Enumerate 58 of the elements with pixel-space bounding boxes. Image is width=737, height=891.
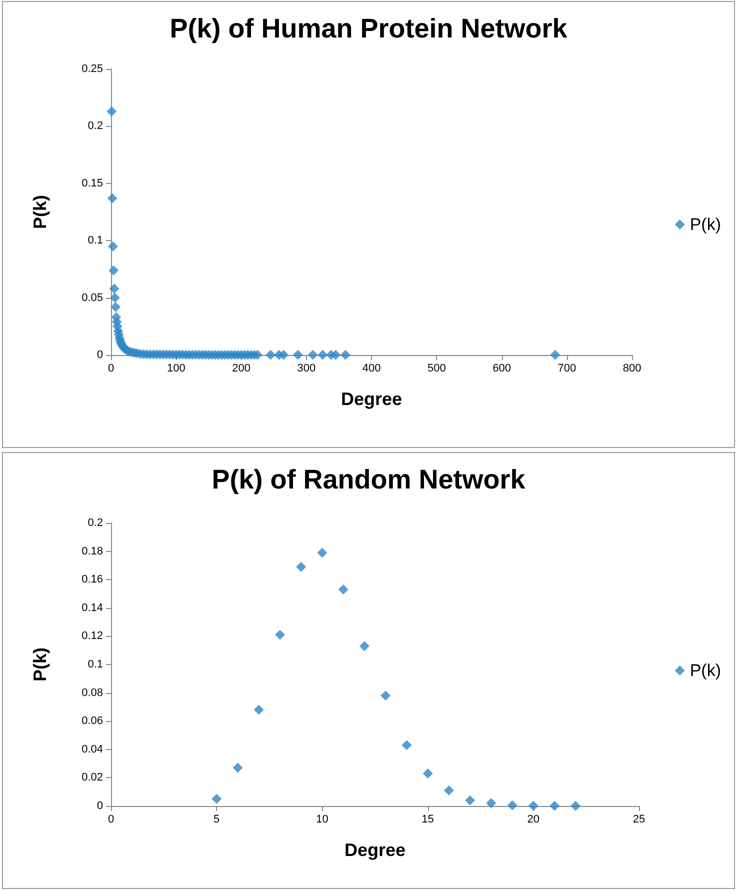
y-tick-label: 0.1 xyxy=(88,234,103,247)
y-tick-label: 0.05 xyxy=(82,292,103,304)
x-tick-label: 200 xyxy=(232,362,250,374)
x-axis-title: Degree xyxy=(344,840,406,860)
point xyxy=(338,584,348,595)
x-tick-label: 300 xyxy=(297,362,316,374)
point xyxy=(444,785,454,796)
x-axis-title: Degree xyxy=(340,389,402,409)
x-tick-label: 5 xyxy=(214,814,220,826)
y-tick-label: 0.25 xyxy=(82,63,103,75)
legend-label: P(k) xyxy=(690,215,722,234)
y-tick-label: 0.06 xyxy=(82,715,103,728)
point xyxy=(232,762,243,773)
point xyxy=(507,800,518,810)
x-tick-label: 600 xyxy=(492,362,511,374)
point xyxy=(296,562,306,572)
chart-title: P(k) of Random Network xyxy=(212,464,526,494)
point xyxy=(402,740,412,750)
y-tick-label: 0.04 xyxy=(82,743,103,756)
y-tick-label: 0.15 xyxy=(82,177,103,190)
point xyxy=(486,798,496,808)
point xyxy=(317,548,328,558)
y-tick-label: 0.1 xyxy=(88,658,103,670)
y-axis-title: P(k) xyxy=(30,647,50,682)
point xyxy=(380,690,391,701)
y-tick-label: 0.2 xyxy=(88,517,103,529)
point xyxy=(254,704,264,715)
y-tick-label: 0 xyxy=(96,349,103,361)
y-tick-label: 0 xyxy=(96,800,103,812)
point xyxy=(528,800,538,811)
x-tick-label: 25 xyxy=(632,814,646,826)
x-tick-label: 700 xyxy=(558,362,576,374)
point xyxy=(422,768,433,778)
point xyxy=(359,641,370,652)
x-tick-label: 500 xyxy=(427,362,446,374)
y-tick-label: 0.12 xyxy=(82,630,103,642)
x-tick-label: 100 xyxy=(166,362,186,374)
y-tick-label: 0.2 xyxy=(88,120,103,132)
point xyxy=(212,794,222,804)
x-tick-label: 400 xyxy=(362,362,381,374)
x-tick-label: 0 xyxy=(108,814,114,826)
x-tick-label: 20 xyxy=(527,814,540,826)
x-tick-label: 10 xyxy=(316,814,328,826)
point xyxy=(550,800,560,811)
legend-label: P(k) xyxy=(690,661,722,680)
y-tick-label: 0.02 xyxy=(82,772,103,784)
x-tick-label: 0 xyxy=(108,362,114,374)
y-tick-label: 0.16 xyxy=(82,574,103,586)
chart-title: P(k) of Human Protein Network xyxy=(170,14,568,44)
y-tick-label: 0.14 xyxy=(82,602,103,614)
point xyxy=(570,800,581,811)
point xyxy=(274,630,285,640)
point xyxy=(465,795,476,806)
x-tick-label: 15 xyxy=(422,814,434,826)
x-tick-label: 800 xyxy=(622,362,642,374)
y-axis-title: P(k) xyxy=(30,194,50,230)
y-tick-label: 0.08 xyxy=(82,686,103,699)
y-tick-label: 0.18 xyxy=(82,545,103,558)
